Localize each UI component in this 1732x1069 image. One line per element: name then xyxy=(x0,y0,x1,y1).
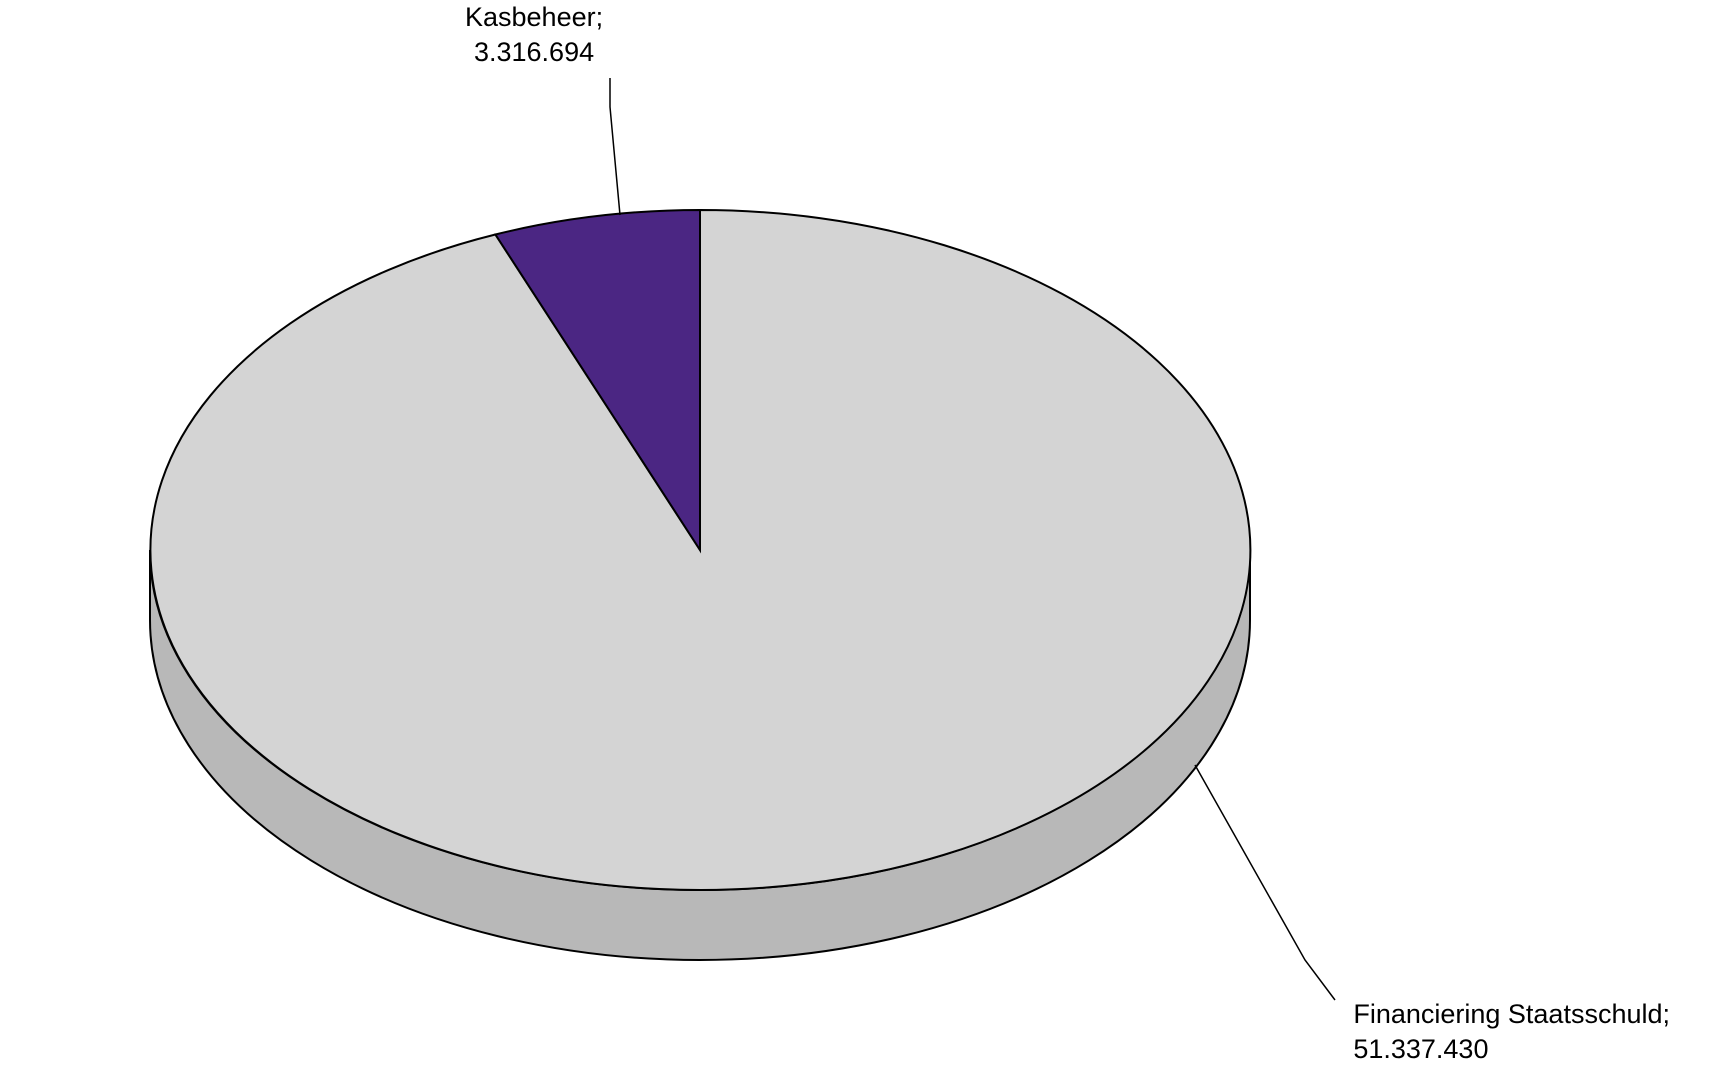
pie-chart-container: Kasbeheer; 3.316.694 Financiering Staats… xyxy=(0,0,1732,1069)
leader-line-bottom xyxy=(1195,765,1335,1000)
label-financiering: Financiering Staatsschuld; 51.337.430 xyxy=(1353,997,1670,1067)
label-kasbeheer: Kasbeheer; 3.316.694 xyxy=(465,0,603,70)
label-financiering-name: Financiering Staatsschuld; xyxy=(1353,999,1670,1029)
label-kasbeheer-name: Kasbeheer; xyxy=(465,2,603,32)
label-kasbeheer-value: 3.316.694 xyxy=(474,37,594,67)
leader-line-top xyxy=(610,78,620,215)
pie-chart-svg xyxy=(0,0,1732,1069)
pie-top-face xyxy=(150,210,1250,890)
label-financiering-value: 51.337.430 xyxy=(1353,1034,1488,1064)
